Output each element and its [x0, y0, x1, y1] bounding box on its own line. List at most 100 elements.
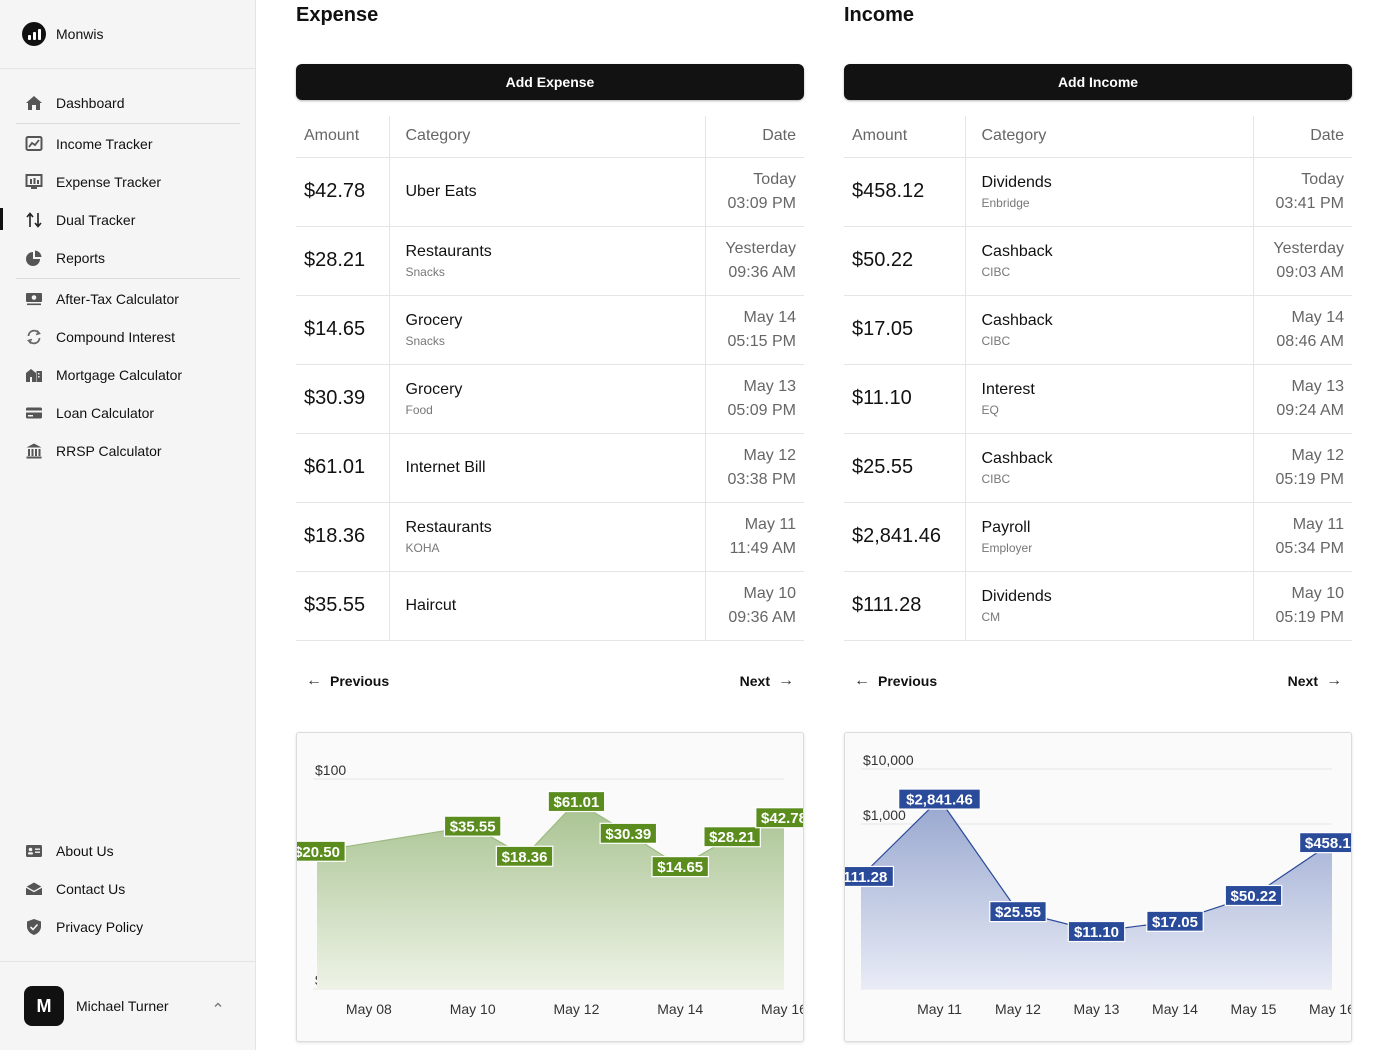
time-label: 03:41 PM [1275, 194, 1344, 212]
series-area [317, 801, 784, 989]
subcategory-label: Enbridge [981, 195, 1030, 210]
expense-previous-button[interactable]: ← Previous [306, 672, 390, 689]
category-cell: Internet Bill [388, 433, 705, 503]
date-cell: May 13 05:09 PM [704, 364, 804, 434]
category-label: Restaurants [405, 518, 492, 536]
amount-cell: $111.28 [844, 571, 965, 641]
data-label-bg [755, 807, 803, 829]
category-label: Internet Bill [405, 458, 486, 476]
expense-next-button[interactable]: Next → [739, 672, 794, 689]
date-label: May 14 [1291, 308, 1344, 326]
income-next-button[interactable]: Next → [1287, 672, 1342, 689]
data-label: $18.36 [495, 845, 554, 867]
envelope-icon [24, 879, 44, 899]
category-label: Haircut [405, 596, 457, 614]
data-label-text: $42.78 [761, 810, 804, 827]
category-label: Cashback [981, 242, 1053, 260]
date-cell: Today 03:41 PM [1252, 157, 1352, 227]
data-label-text: $2,841.46 [906, 792, 973, 809]
date-cell: May 11 05:34 PM [1252, 502, 1352, 572]
refresh-icon [24, 327, 44, 347]
table-row[interactable]: $2,841.46 Payroll Employer May 11 05:34 PM [844, 502, 1352, 572]
time-label: 03:38 PM [727, 470, 796, 488]
column-header-category[interactable]: Category [388, 116, 705, 158]
add-expense-button[interactable]: Add Expense [296, 64, 804, 100]
data-label-bg [599, 822, 658, 844]
amount-cell: $42.78 [296, 157, 389, 227]
data-label: $14.65 [651, 855, 710, 878]
data-label: $35.55 [443, 815, 502, 837]
arrow-left-icon: ← [854, 672, 870, 689]
data-label-bg [845, 865, 895, 888]
sidebar-item-dual-tracker[interactable]: Dual Tracker [24, 209, 135, 231]
time-label: 05:34 PM [1275, 539, 1344, 557]
data-label-text: $14.65 [657, 859, 703, 876]
income-chart-icon [24, 134, 44, 154]
avatar: M [24, 986, 64, 1026]
sidebar-item-compound-interest[interactable]: Compound Interest [24, 326, 175, 348]
subcategory-label: Food [405, 402, 433, 417]
sidebar-item-mortgage-calculator[interactable]: Mortgage Calculator [24, 364, 182, 386]
date-cell: Yesterday 09:36 AM [704, 226, 804, 296]
table-row[interactable]: $111.28 Dividends CM May 10 05:19 PM [844, 571, 1352, 641]
column-header-amount[interactable]: Amount [844, 116, 965, 158]
y-tick-label: $10,000 [863, 752, 914, 768]
column-header-date[interactable]: Date [1252, 116, 1352, 158]
table-row[interactable]: $35.55 Haircut May 10 09:36 AM [296, 571, 804, 641]
amount-cell: $18.36 [296, 502, 389, 572]
income-previous-button[interactable]: ← Previous [854, 672, 938, 689]
column-header-category[interactable]: Category [964, 116, 1253, 158]
table-row[interactable]: $25.55 Cashback CIBC May 12 05:19 PM [844, 433, 1352, 503]
user-menu[interactable]: M Michael Turner [24, 986, 224, 1026]
table-row[interactable]: $17.05 Cashback CIBC May 14 08:46 AM [844, 295, 1352, 365]
date-cell: May 10 05:19 PM [1252, 571, 1352, 641]
category-label: Cashback [981, 311, 1053, 329]
active-indicator [0, 208, 3, 230]
sidebar-item-income-tracker[interactable]: Income Tracker [24, 133, 152, 155]
sidebar-item-privacy-policy[interactable]: Privacy Policy [24, 916, 143, 938]
sidebar-item-expense-tracker[interactable]: Expense Tracker [24, 171, 161, 193]
column-header-date[interactable]: Date [704, 116, 804, 158]
sidebar-item-reports[interactable]: Reports [24, 247, 105, 269]
table-row[interactable]: $28.21 Restaurants Snacks Yesterday 09:36 AM [296, 226, 804, 296]
time-label: 09:36 AM [728, 263, 796, 281]
shield-icon [24, 917, 44, 937]
category-cell: Grocery Snacks [388, 295, 705, 365]
table-row[interactable]: $30.39 Grocery Food May 13 05:09 PM [296, 364, 804, 434]
table-row[interactable]: $50.22 Cashback CIBC Yesterday 09:03 AM [844, 226, 1352, 296]
category-cell: Cashback CIBC [964, 226, 1253, 296]
sidebar-item-rrsp-calculator[interactable]: RRSP Calculator [24, 440, 162, 462]
add-income-button[interactable]: Add Income [844, 64, 1352, 100]
sidebar-item-after-tax-calculator[interactable]: After-Tax Calculator [24, 288, 179, 310]
x-tick-label: May 16 [761, 1001, 804, 1017]
table-row[interactable]: $14.65 Grocery Snacks May 14 05:15 PM [296, 295, 804, 365]
table-row[interactable]: $458.12 Dividends Enbridge Today 03:41 PM [844, 157, 1352, 227]
sidebar-item-loan-calculator[interactable]: Loan Calculator [24, 402, 154, 424]
nav-divider [16, 278, 240, 279]
sidebar-item-contact-us[interactable]: Contact Us [24, 878, 125, 900]
date-label: Yesterday [725, 239, 796, 257]
table-row[interactable]: $11.10 Interest EQ May 13 09:24 AM [844, 364, 1352, 434]
column-header-amount[interactable]: Amount [296, 116, 389, 158]
brand-logo-icon [22, 22, 46, 46]
category-label: Uber Eats [405, 182, 477, 200]
data-label: $17.05 [1146, 910, 1204, 932]
table-row[interactable]: $61.01 Internet Bill May 12 03:38 PM [296, 433, 804, 503]
income-table: Amount Category Date $458.12 Dividends Enb… [844, 116, 1352, 641]
data-label: $61.01 [547, 790, 606, 813]
data-label-bg [1224, 884, 1283, 907]
table-row[interactable]: $18.36 Restaurants KOHA May 11 11:49 AM [296, 502, 804, 572]
data-label: $50.22 [1224, 884, 1283, 907]
data-label-text: $458.12 [1305, 835, 1352, 852]
brand[interactable]: Monwis [22, 22, 103, 46]
time-label: 03:09 PM [727, 194, 796, 212]
date-cell: May 11 11:49 AM [704, 502, 804, 572]
date-cell: Yesterday 09:03 AM [1252, 226, 1352, 296]
data-label-text: $17.05 [1152, 914, 1198, 931]
sidebar-item-about-us[interactable]: About Us [24, 840, 114, 862]
data-label-bg [443, 815, 502, 837]
amount-cell: $50.22 [844, 226, 965, 296]
table-row[interactable]: $42.78 Uber Eats Today 03:09 PM [296, 157, 804, 227]
user-name: Michael Turner [76, 998, 169, 1014]
sidebar-item-dashboard[interactable]: Dashboard [24, 92, 125, 114]
